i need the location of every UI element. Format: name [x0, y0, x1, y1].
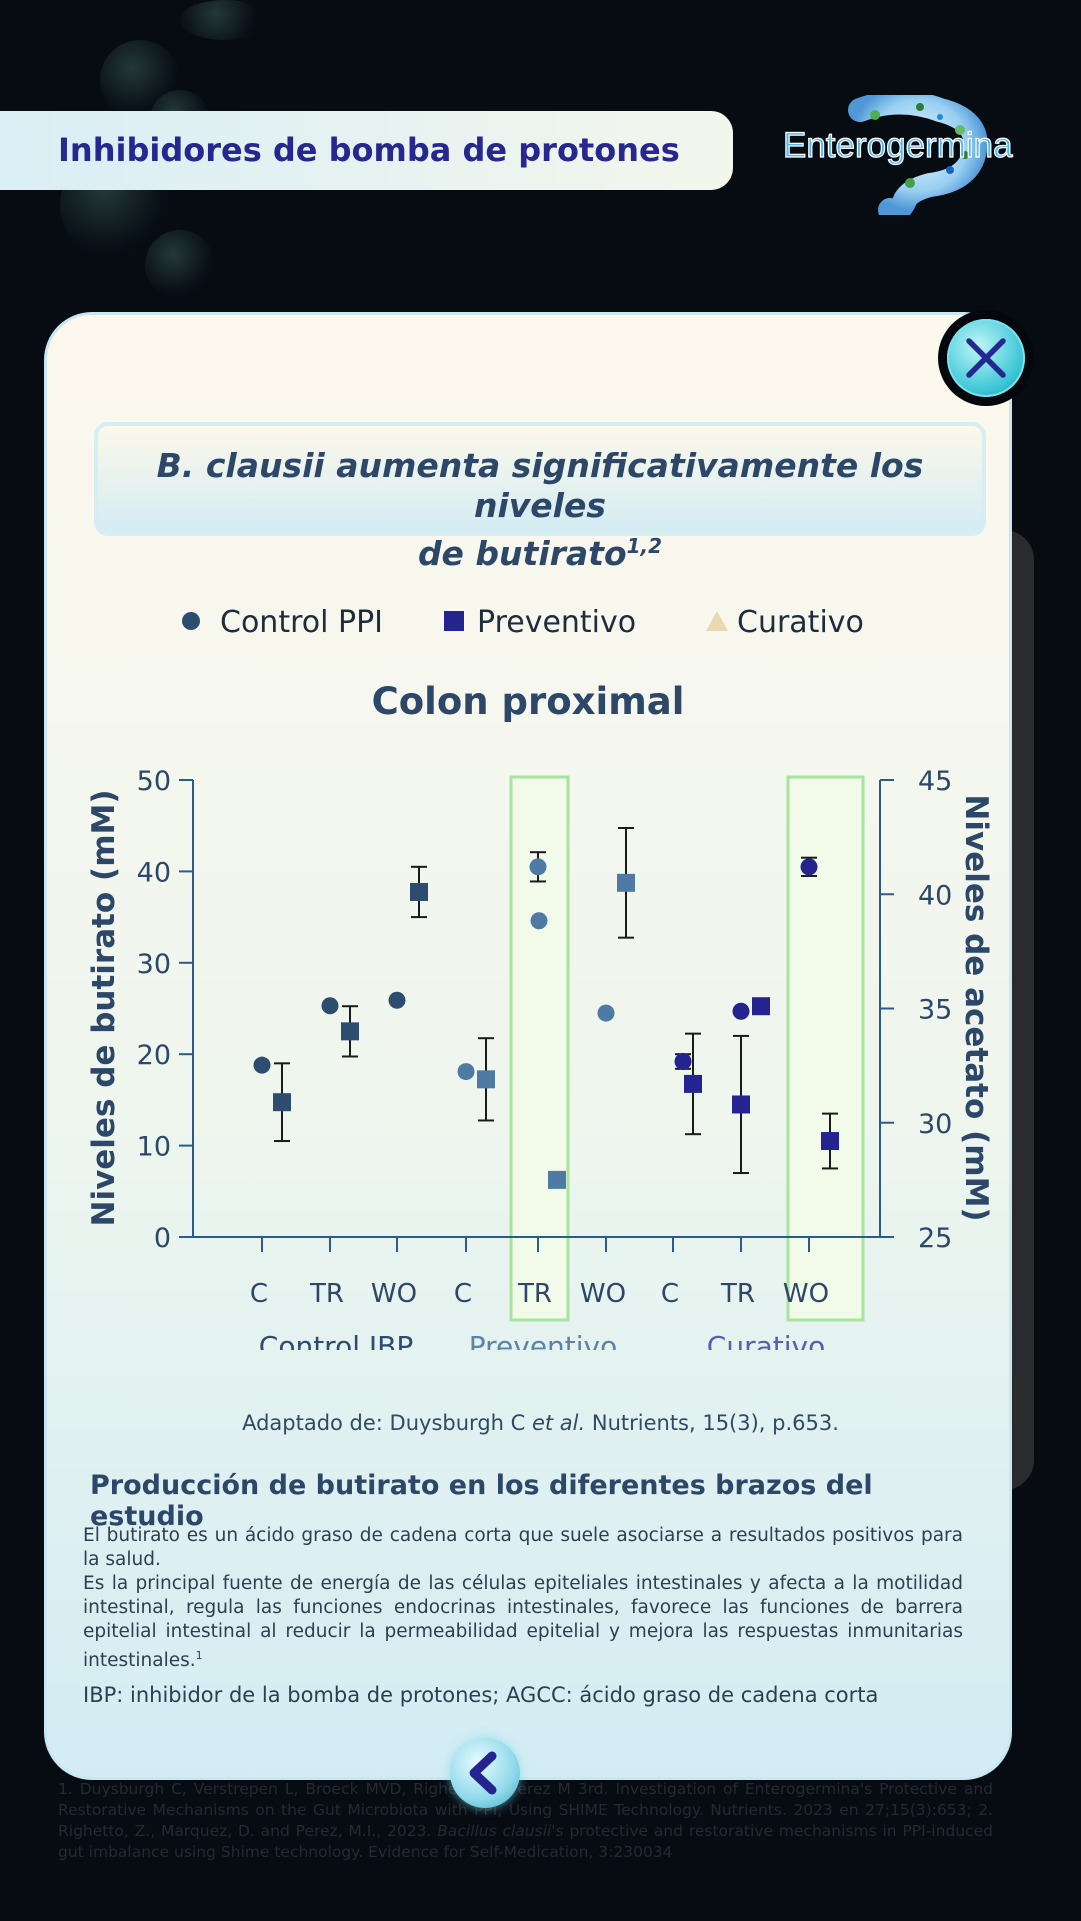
- acetate-point: [273, 1093, 291, 1112]
- butyrate-point: [388, 991, 406, 1009]
- source-citation: Adaptado de: Duysburgh C et al. Nutrient…: [0, 1411, 1081, 1435]
- background-bubble: [180, 0, 270, 40]
- y-tick-label-right: 30: [918, 1109, 952, 1140]
- y-ticks-right: 25 30 35 40 45: [880, 766, 952, 1254]
- body-text: El butirato es un ácido graso de cadena …: [83, 1524, 963, 1673]
- x-tick-label: C: [250, 1279, 268, 1309]
- body-paragraph-2-text: Es la principal fuente de energía de las…: [83, 1573, 963, 1672]
- x-tick-label: TR: [720, 1279, 755, 1309]
- x-tick-label: WO: [783, 1279, 829, 1309]
- y-tick-label-left: 50: [137, 766, 171, 797]
- y-tick-label-left: 40: [137, 857, 171, 888]
- reference-text-1: 1. Duysburgh C, Verstrepen L, Broeck MVD…: [58, 1780, 993, 1840]
- enterogermina-logo: Enterogermina: [780, 90, 1020, 223]
- legend-label-curativo: Curativo: [737, 605, 864, 640]
- group-label: Curativo: [707, 1330, 825, 1350]
- abbreviations: IBP: inhibidor de la bomba de protones; …: [83, 1683, 879, 1707]
- butyrate-point: [253, 1056, 271, 1074]
- header-bar: Inhibidores de bomba de protones: [0, 111, 733, 190]
- acetate-point: [732, 1095, 750, 1114]
- butyrate-point: [732, 1002, 750, 1020]
- y-tick-label-left: 10: [137, 1132, 171, 1163]
- y-ticks-left: 0 10 20 30 40 50: [137, 766, 193, 1254]
- legend-marker-square: [444, 611, 464, 631]
- y-tick-label-left: 30: [137, 949, 171, 980]
- reference-italic: Bacillus clausii's: [437, 1822, 564, 1840]
- source-prefix: Adaptado de: Duysburgh C: [242, 1411, 532, 1435]
- body-paragraph-2-sup: 1: [195, 1649, 203, 1662]
- background-bubble: [145, 230, 215, 300]
- body-paragraph-1: El butirato es un ácido graso de cadena …: [83, 1525, 963, 1570]
- acetate-point: [684, 1074, 702, 1093]
- butyrate-point: [597, 1004, 615, 1022]
- y-tick-label-right: 25: [918, 1223, 952, 1254]
- references: 1. Duysburgh C, Verstrepen L, Broeck MVD…: [58, 1779, 993, 1863]
- y-tick-label-right: 35: [918, 995, 952, 1026]
- butyrate-chart: Control PPI Preventivo Curativo Colon pr…: [86, 605, 994, 1350]
- butyrate-point: [457, 1063, 475, 1081]
- x-tick-label: C: [454, 1279, 472, 1309]
- x-ticks: C TR WO C TR WO C TR WO: [250, 1237, 829, 1309]
- acetate-point: [548, 1170, 566, 1189]
- legend-label-preventivo: Preventivo: [477, 605, 636, 640]
- page-title: Inhibidores de bomba de protones: [58, 131, 680, 169]
- data-points: [253, 826, 839, 1189]
- y-tick-label-right: 45: [918, 766, 952, 797]
- back-button[interactable]: [450, 1738, 520, 1808]
- y-tick-label-left: 20: [137, 1040, 171, 1071]
- chart-title: Colon proximal: [372, 680, 685, 723]
- highlight-box: [786, 775, 865, 1322]
- y-tick-label-left: 0: [154, 1223, 171, 1254]
- source-italic: et al.: [531, 1411, 586, 1435]
- body-paragraph-2: Es la principal fuente de energía de las…: [83, 1572, 963, 1673]
- butyrate-point: [674, 1053, 692, 1071]
- x-tick-label: C: [661, 1279, 679, 1309]
- subtitle-line1: B. clausii aumenta significativamente lo…: [156, 446, 924, 525]
- acetate-point: [341, 1022, 359, 1041]
- y-axis-label-left: Niveles de butirato (mM): [86, 789, 122, 1226]
- x-tick-label: WO: [371, 1279, 417, 1309]
- close-icon: [947, 319, 1025, 397]
- x-tick-label: TR: [517, 1279, 552, 1309]
- legend-marker-triangle: [706, 611, 728, 631]
- legend: Control PPI Preventivo Curativo: [182, 605, 864, 640]
- acetate-point: [821, 1132, 839, 1151]
- reference-text-2: protective and restorative mechanisms in…: [58, 1822, 993, 1861]
- group-labels: Control IBP Preventivo Curativo: [259, 1330, 825, 1350]
- legend-label-control: Control PPI: [220, 605, 383, 640]
- y-axis-label-right: Niveles de acetato (mM): [958, 794, 994, 1221]
- subtitle-line2: de butirato: [417, 534, 627, 573]
- background-bubble: [100, 40, 180, 120]
- highlight-box: [509, 775, 570, 1322]
- group-label: Control IBP: [259, 1330, 413, 1350]
- acetate-point: [752, 997, 770, 1016]
- butyrate-point: [800, 858, 818, 876]
- acetate-point: [477, 1070, 495, 1089]
- x-tick-label: WO: [580, 1279, 626, 1309]
- acetate-point: [617, 873, 635, 892]
- butyrate-point: [529, 858, 547, 876]
- x-tick-label: TR: [309, 1279, 344, 1309]
- butyrate-point: [321, 997, 339, 1015]
- legend-marker-circle: [182, 612, 200, 630]
- acetate-point: [410, 882, 428, 901]
- chevron-left-icon: [469, 1751, 497, 1795]
- source-suffix: Nutrients, 15(3), p.653.: [585, 1411, 839, 1435]
- close-button[interactable]: [938, 310, 1034, 406]
- group-label: Preventivo: [469, 1330, 618, 1350]
- chart-subtitle: B. clausii aumenta significativamente lo…: [94, 422, 986, 573]
- subtitle-sup: 1,2: [626, 534, 663, 558]
- section-title: Producción de butirato en los diferentes…: [90, 1470, 873, 1532]
- butyrate-point: [530, 912, 548, 930]
- logo-text: Enterogermina: [783, 126, 1013, 165]
- y-tick-label-right: 40: [918, 880, 952, 911]
